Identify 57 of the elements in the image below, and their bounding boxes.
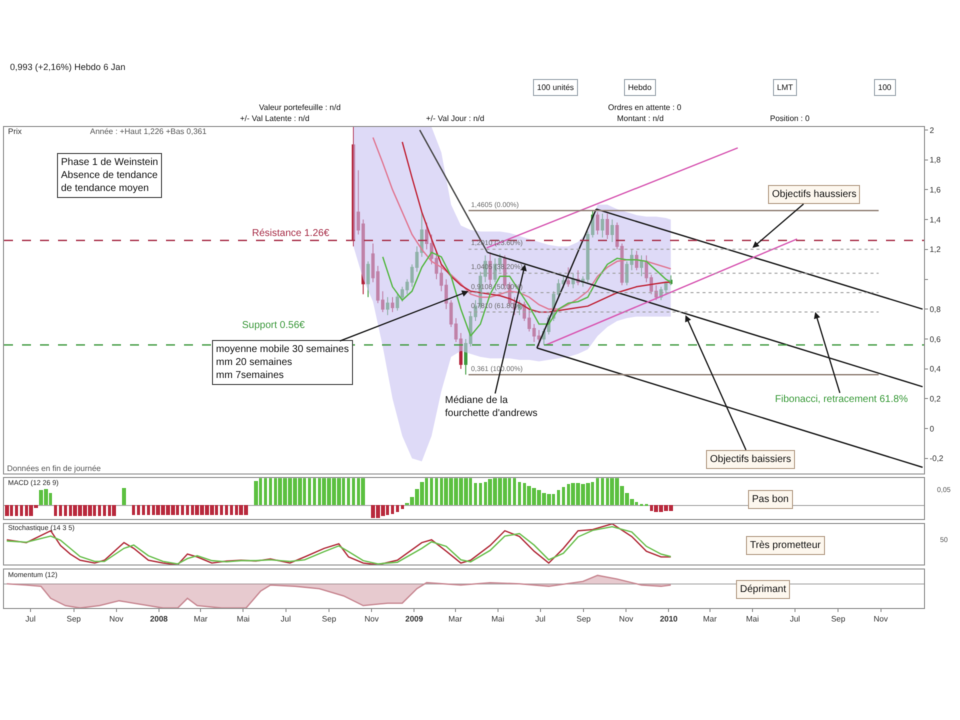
x-tick-label: 2010 bbox=[660, 614, 678, 624]
ref-line-label: Support 0.56€ bbox=[242, 320, 306, 331]
annotation: Phase 1 de Weinstein Absence de tendance de tendance moyen bbox=[61, 157, 158, 194]
x-tick-label: Jul bbox=[535, 614, 546, 624]
x-tick-label: Nov bbox=[874, 614, 888, 624]
x-tick-label: Mar bbox=[194, 614, 208, 624]
x-tick-label: Nov bbox=[109, 614, 124, 624]
x-tick-label: Jul bbox=[25, 614, 36, 624]
annotation: Pas bon bbox=[752, 494, 789, 505]
text: Montant : n/d bbox=[617, 114, 664, 123]
x-tick-label: Mar bbox=[448, 614, 463, 624]
annotation: Objectifs baissiers bbox=[710, 454, 792, 465]
x-tick-label: Sep bbox=[66, 614, 82, 624]
annotation: moyenne mobile 30 semaines mm 20 semaines mm 7semaines bbox=[216, 344, 349, 381]
text: +/- Val Jour : n/d bbox=[426, 114, 484, 123]
x-tick-label: 2009 bbox=[405, 614, 424, 624]
annotation: Déprimant bbox=[740, 584, 786, 595]
x-tick-label: Mai bbox=[491, 614, 504, 624]
x-tick-label: 2008 bbox=[150, 614, 168, 624]
y-tick-label: 0,4 bbox=[930, 364, 942, 374]
y-tick-label: -0,2 bbox=[930, 454, 944, 464]
x-tick-label: Sep bbox=[322, 614, 337, 624]
x-tick-label: Mar bbox=[702, 614, 718, 624]
text: LMT bbox=[777, 83, 794, 92]
y-tick-label: 1,4 bbox=[930, 215, 942, 224]
x-tick-label: Sep bbox=[576, 614, 592, 624]
y-tick-label: 0,2 bbox=[930, 394, 942, 404]
x-tick-label: Mai bbox=[236, 614, 250, 624]
chart-title: 0,993 (+2,16%) Hebdo 6 Jan bbox=[10, 62, 126, 72]
text: Position : 0 bbox=[770, 114, 810, 123]
annotation: Prix bbox=[8, 127, 22, 136]
x-tick-label: Jul bbox=[280, 614, 292, 624]
y-tick-label: 0 bbox=[930, 424, 935, 434]
text: 100 unités bbox=[537, 83, 574, 92]
x-tick-label: Mai bbox=[746, 614, 760, 624]
ref-line-label: Résistance 1.26€ bbox=[252, 228, 330, 239]
y-tick-label: 1,8 bbox=[930, 156, 942, 165]
x-tick-label: Nov bbox=[619, 614, 634, 624]
annotation: Objectifs haussiers bbox=[772, 189, 856, 200]
x-tick-label: Jul bbox=[790, 614, 800, 624]
text: 100 bbox=[878, 83, 892, 92]
annotation: Année : +Haut 1,226 +Bas 0,361 bbox=[90, 127, 208, 136]
text: Valeur portefeuille : n/d bbox=[259, 103, 341, 112]
y-tick-label: 1,6 bbox=[930, 186, 942, 194]
annotation: Médiane de la fourchette d'andrews bbox=[445, 395, 538, 419]
y-tick-label: 0,8 bbox=[930, 304, 942, 314]
annotation: Très prometteur bbox=[750, 540, 822, 551]
text: Ordres en attente : 0 bbox=[608, 103, 682, 112]
annotation: Données en fin de journée bbox=[7, 464, 102, 473]
x-tick-label: Sep bbox=[831, 614, 846, 624]
x-tick-label: Nov bbox=[364, 614, 379, 624]
text: Hebdo bbox=[628, 83, 652, 92]
annotation: Fibonacci, retracement 61.8% bbox=[775, 394, 908, 405]
y-tick-label: 1,2 bbox=[930, 245, 942, 254]
y-tick-label: 0,6 bbox=[930, 334, 942, 344]
y-tick-label: 2 bbox=[930, 126, 935, 135]
text: +/- Val Latente : n/d bbox=[240, 114, 310, 123]
